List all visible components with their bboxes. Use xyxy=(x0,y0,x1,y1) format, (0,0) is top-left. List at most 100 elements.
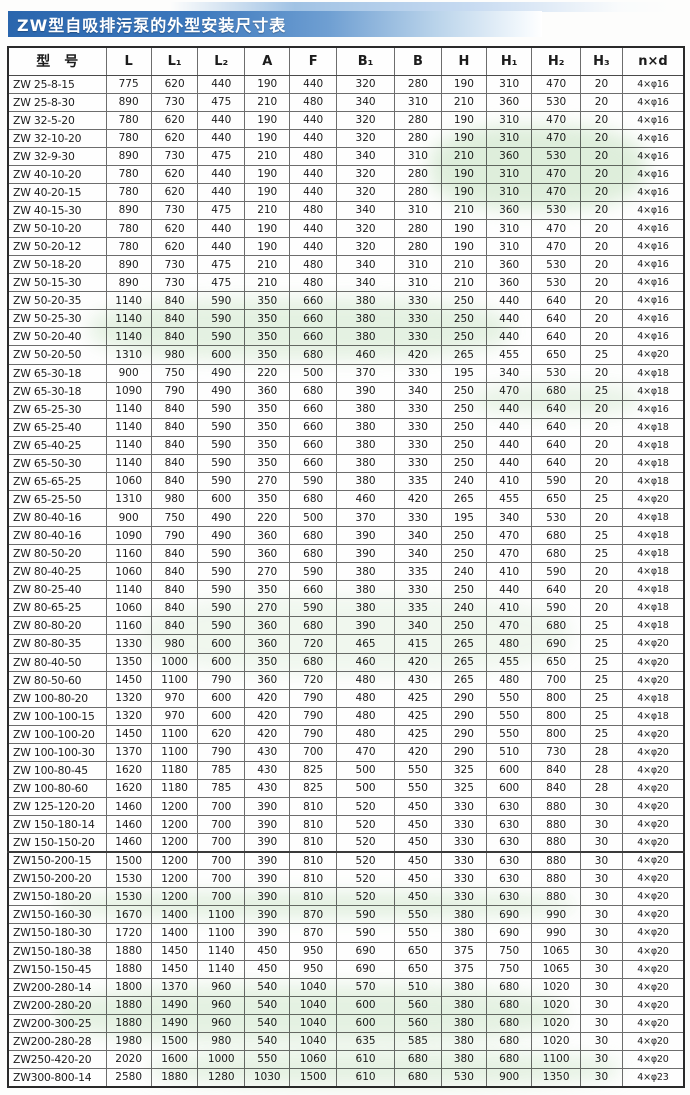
dim-cell: 1620 xyxy=(105,760,152,780)
dim-cell: 1310 xyxy=(105,489,152,510)
dim-cell: 250 xyxy=(440,544,488,564)
dim-cell: 590 xyxy=(335,905,396,925)
table-row: ZW 50-10-20 780 620 440 190 440 320 280 190 310 47… xyxy=(7,218,685,239)
dim-cell: 380 xyxy=(440,995,488,1015)
dim-cell: 20 xyxy=(580,363,623,383)
dim-cell: 25 xyxy=(580,381,623,401)
table-row: ZW 150-150-20 1460 1200 700 390 810 520 450 330 6… xyxy=(7,833,685,853)
dim-cell: 450 xyxy=(394,869,442,889)
dim-cell: 1140 xyxy=(105,453,152,473)
dim-cell: 440 xyxy=(486,453,533,473)
dim-cell: 425 xyxy=(394,724,442,744)
nxd-cell: 4×φ20 xyxy=(621,724,685,744)
nxd-cell: 4×φ20 xyxy=(621,742,685,762)
dim-cell: 265 xyxy=(440,652,488,672)
table-row: ZW 65-40-25 1140 840 590 350 660 380 330 250 440 6… xyxy=(7,435,685,455)
nxd-cell: 4×φ20 xyxy=(621,923,685,943)
dim-cell: 730 xyxy=(150,146,199,166)
dim-cell: 460 xyxy=(335,489,396,510)
dim-cell: 1200 xyxy=(150,833,199,853)
dim-cell: 440 xyxy=(486,399,533,419)
dim-cell: 2020 xyxy=(105,1049,152,1069)
dim-cell: 350 xyxy=(244,399,291,419)
model-cell: ZW 65-50-30 xyxy=(7,453,107,473)
dim-cell: 1060 xyxy=(289,1049,337,1069)
dim-cell: 270 xyxy=(244,562,291,582)
dim-cell: 20 xyxy=(580,164,623,184)
dim-cell: 250 xyxy=(440,580,488,600)
dim-cell: 520 xyxy=(335,887,396,907)
model-cell: ZW 32-10-20 xyxy=(7,128,107,148)
model-cell: ZW 25-8-15 xyxy=(7,74,107,94)
dim-cell: 650 xyxy=(394,959,442,979)
dim-cell: 510 xyxy=(394,977,442,997)
dim-cell: 20 xyxy=(580,237,623,257)
dim-cell: 370 xyxy=(335,507,396,528)
dim-cell: 1880 xyxy=(105,941,152,961)
column-header-12: n×d xyxy=(621,46,685,76)
dim-cell: 20 xyxy=(580,399,623,419)
dim-cell: 195 xyxy=(440,363,488,383)
model-cell: ZW 50-18-20 xyxy=(7,255,107,275)
table-row: ZW150-200-20 1530 1200 700 390 810 520 450 330 63… xyxy=(7,869,685,889)
dim-cell: 240 xyxy=(440,598,488,618)
dim-cell: 800 xyxy=(531,688,581,708)
dim-cell: 350 xyxy=(244,417,291,437)
dim-cell: 335 xyxy=(394,562,442,582)
nxd-cell: 4×φ20 xyxy=(621,1013,685,1033)
dim-cell: 500 xyxy=(335,760,396,780)
dim-cell: 20 xyxy=(580,182,623,202)
page-title: ZW型自吸排污泵的外型安装尺寸表 xyxy=(17,16,287,35)
dim-cell: 660 xyxy=(289,453,337,473)
dim-cell: 1020 xyxy=(531,977,581,997)
model-cell: ZW150-200-20 xyxy=(7,869,107,889)
dim-cell: 840 xyxy=(150,562,199,582)
dim-cell: 310 xyxy=(486,110,533,130)
dim-cell: 360 xyxy=(486,200,533,221)
dim-cell: 590 xyxy=(335,923,396,943)
dim-cell: 1460 xyxy=(105,796,152,817)
nxd-cell: 4×φ16 xyxy=(621,146,685,166)
dim-cell: 25 xyxy=(580,489,623,510)
dim-cell: 550 xyxy=(486,706,533,726)
table-row: ZW 50-25-30 1140 840 590 350 660 380 330 250 440 6… xyxy=(7,309,685,329)
table-row: ZW200-280-14 1800 1370 960 540 1040 570 510 380 6… xyxy=(7,977,685,997)
dim-cell: 470 xyxy=(531,237,581,257)
table-header: 型 号 L L₁ L₂ A F B₁ B H H₁ H₂ H₃ n×d xyxy=(7,46,685,76)
dim-cell: 290 xyxy=(440,706,488,726)
model-cell: ZW200-280-14 xyxy=(7,977,107,997)
dim-cell: 700 xyxy=(197,887,246,907)
dim-cell: 1100 xyxy=(150,670,199,690)
dimensions-table: 型 号 L L₁ L₂ A F B₁ B H H₁ H₂ H₃ n×d ZW 25-8-15 775 620… xyxy=(7,46,685,1088)
dim-cell: 1140 xyxy=(105,309,152,329)
dim-cell: 1320 xyxy=(105,688,152,708)
nxd-cell: 4×φ18 xyxy=(621,706,685,726)
dim-cell: 1180 xyxy=(150,778,199,799)
dim-cell: 330 xyxy=(394,291,442,311)
nxd-cell: 4×φ16 xyxy=(621,182,685,202)
dim-cell: 840 xyxy=(150,544,199,564)
dim-cell: 360 xyxy=(244,381,291,401)
dim-cell: 20 xyxy=(580,110,623,130)
dim-cell: 660 xyxy=(289,580,337,600)
dim-cell: 380 xyxy=(440,1013,488,1033)
dim-cell: 980 xyxy=(150,634,199,654)
dim-cell: 810 xyxy=(289,833,337,853)
dim-cell: 1880 xyxy=(105,959,152,979)
dim-cell: 950 xyxy=(289,959,337,979)
dim-cell: 1400 xyxy=(150,905,199,925)
dim-cell: 1090 xyxy=(105,381,152,401)
dim-cell: 440 xyxy=(289,182,337,202)
dim-cell: 380 xyxy=(440,977,488,997)
nxd-cell: 4×φ18 xyxy=(621,544,685,564)
model-cell: ZW 40-20-15 xyxy=(7,182,107,202)
dim-cell: 390 xyxy=(244,815,291,835)
dim-cell: 530 xyxy=(531,146,581,166)
nxd-cell: 4×φ16 xyxy=(621,92,685,112)
dim-cell: 840 xyxy=(150,453,199,473)
table-row: ZW 80-50-20 1160 840 590 360 680 390 340 250 470 6… xyxy=(7,544,685,564)
dim-cell: 420 xyxy=(394,489,442,510)
dim-cell: 790 xyxy=(289,688,337,708)
dim-cell: 340 xyxy=(486,363,533,383)
dim-cell: 2580 xyxy=(105,1067,152,1088)
